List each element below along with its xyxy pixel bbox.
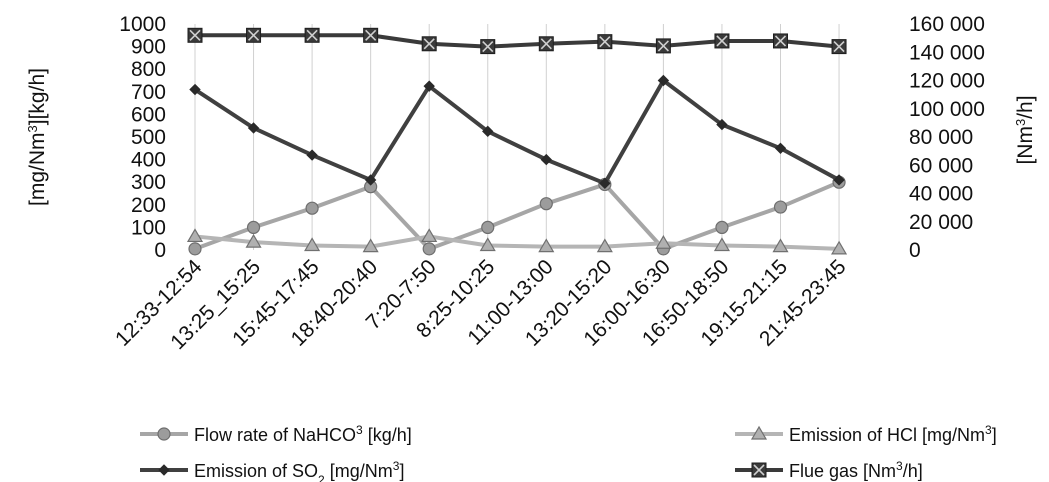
- data-point: [304, 237, 321, 252]
- legend-marker: [751, 462, 767, 478]
- right-axis-title: [Nm3/h]: [1013, 95, 1038, 164]
- data-point: [186, 228, 204, 243]
- series-4: [187, 27, 847, 55]
- data-point: [481, 220, 495, 234]
- data-point: [245, 233, 262, 248]
- right-tick-label: 40 000: [909, 183, 973, 206]
- data-point: [599, 177, 611, 190]
- data-point: [715, 220, 729, 234]
- data-point: [364, 174, 377, 186]
- left-tick-label: 500: [131, 126, 166, 149]
- right-axis-ticks: 0 20 000 40 000 60 000 80 000 100 000 120 000 1…: [909, 13, 985, 262]
- data-point: [539, 197, 553, 211]
- right-tick-label: 160 000: [909, 13, 985, 36]
- data-point: [304, 27, 320, 43]
- left-tick-label: 300: [131, 171, 166, 194]
- series-line: [195, 33, 840, 49]
- data-point: [479, 237, 496, 252]
- left-tick-label: 600: [131, 103, 166, 126]
- legend-marker: [750, 425, 768, 440]
- right-tick-label: 20 000: [909, 211, 973, 234]
- legend: Flow rate of NaHCO3 [kg/h] Emission of HC…: [140, 423, 997, 482]
- left-tick-label: 0: [154, 239, 166, 262]
- left-tick-label: 800: [131, 58, 166, 81]
- data-point: [538, 238, 555, 253]
- right-tick-label: 100 000: [909, 98, 985, 121]
- data-point: [716, 118, 728, 131]
- right-tick-label: 120 000: [909, 70, 985, 93]
- right-tick-label: 80 000: [909, 126, 973, 149]
- legend-label: Emission of HCl [mg/Nm3]: [789, 423, 997, 445]
- data-point: [421, 36, 437, 52]
- data-point: [247, 122, 260, 134]
- data-point: [714, 33, 730, 49]
- data-point: [363, 27, 379, 43]
- data-point: [480, 39, 496, 55]
- data-point: [773, 33, 788, 49]
- data-point: [306, 149, 318, 161]
- legend-item: Flow rate of NaHCO3 [kg/h]: [140, 423, 412, 445]
- right-tick-label: 60 000: [909, 154, 973, 177]
- data-point: [538, 36, 554, 52]
- data-point: [596, 238, 613, 253]
- data-point: [188, 242, 202, 256]
- data-point: [187, 27, 203, 43]
- data-point: [246, 220, 261, 234]
- legend-item: Emission of SO2 [mg/Nm3]: [140, 459, 404, 482]
- left-axis-title: [mg/Nm3][kg/h]: [25, 68, 50, 206]
- series-line: [194, 234, 840, 251]
- left-tick-label: 900: [131, 36, 166, 59]
- left-tick-label: 1000: [119, 13, 166, 36]
- right-tick-label: 140 000: [909, 41, 985, 64]
- data-point: [773, 200, 788, 214]
- legend-label: Flow rate of NaHCO3 [kg/h]: [194, 423, 412, 445]
- data-point: [540, 153, 553, 166]
- data-point: [713, 237, 730, 252]
- data-point: [305, 201, 319, 215]
- data-point: [774, 142, 787, 155]
- left-tick-label: 400: [131, 149, 166, 172]
- data-point: [831, 240, 848, 255]
- legend-item: Flue gas [Nm3/h]: [735, 459, 923, 481]
- series-line: [194, 180, 840, 251]
- data-point: [246, 27, 262, 43]
- data-point: [422, 242, 436, 256]
- data-point: [831, 39, 847, 55]
- data-point: [362, 238, 379, 253]
- data-point: [423, 80, 435, 92]
- right-tick-label: 0: [909, 239, 921, 262]
- data-point: [421, 228, 438, 243]
- data-point: [597, 34, 613, 50]
- data-point: [655, 38, 671, 54]
- data-point: [189, 83, 201, 96]
- legend-item: Emission of HCl [mg/Nm3]: [735, 423, 997, 445]
- left-tick-label: 700: [131, 81, 166, 104]
- data-point: [482, 125, 494, 138]
- legend-label: Flue gas [Nm3/h]: [789, 459, 923, 481]
- series-line: [193, 78, 841, 186]
- data-point: [657, 74, 670, 87]
- data-point: [833, 174, 845, 186]
- data-point: [772, 238, 789, 253]
- legend-label: Emission of SO2 [mg/Nm3]: [194, 459, 404, 482]
- series-3: [189, 74, 845, 190]
- x-axis-ticks: 12:33-12:5413:25_15:2515:45-17:4518:40-2…: [111, 255, 851, 354]
- legend-marker: [157, 427, 171, 441]
- data-point: [655, 235, 672, 249]
- left-tick-label: 100: [131, 216, 166, 239]
- series-group: [186, 27, 848, 256]
- legend-marker: [158, 464, 170, 476]
- series-2: [186, 228, 848, 255]
- left-tick-label: 200: [131, 194, 166, 217]
